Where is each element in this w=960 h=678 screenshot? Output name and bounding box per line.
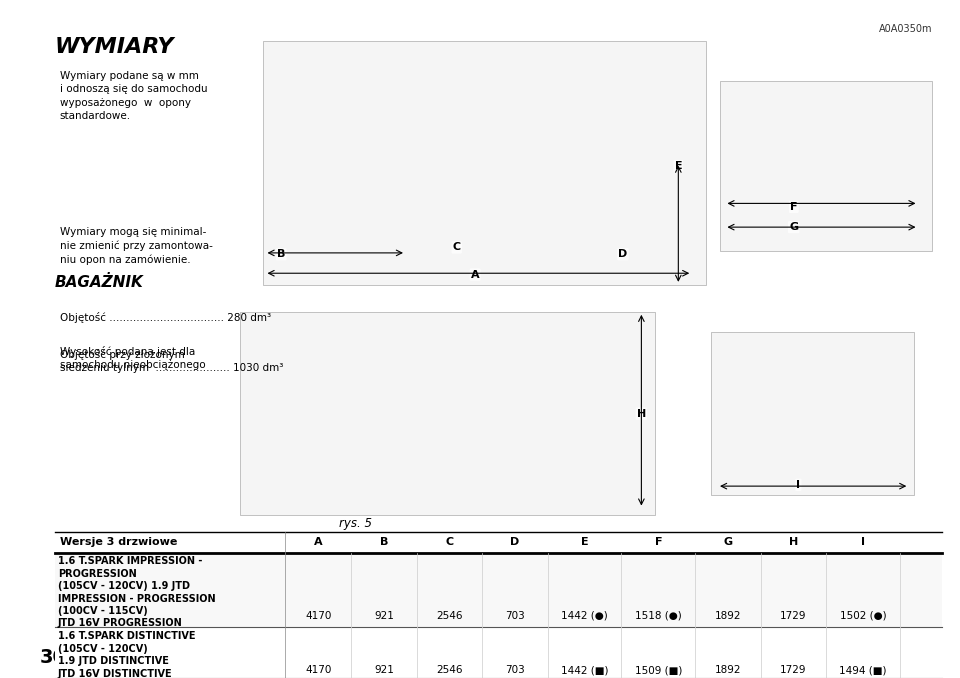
Text: C: C [452,243,461,252]
Text: E: E [581,538,588,547]
Bar [55,627,942,678]
Text: JTD 16V PROGRESSION: JTD 16V PROGRESSION [58,618,182,629]
Bar [720,81,932,251]
Text: 921: 921 [374,665,394,675]
Text: 921: 921 [374,611,394,621]
Text: PROGRESSION: PROGRESSION [58,569,136,579]
Text: 1494 (■): 1494 (■) [839,665,887,675]
Text: 4170: 4170 [305,611,331,621]
Text: G: G [789,222,799,232]
Text: G: G [723,538,732,547]
Bar [55,553,942,627]
Text: 1729: 1729 [780,665,806,675]
Text: C: C [445,538,453,547]
Text: 1892: 1892 [714,665,741,675]
Text: D: D [511,538,519,547]
Text: Wersje 3 drzwiowe: Wersje 3 drzwiowe [60,538,177,547]
Text: rys. 5: rys. 5 [339,517,372,530]
Text: Objętość .................................. 280 dm³: Objętość ...............................… [60,312,271,323]
Bar [55,532,942,553]
Text: 1.9 JTD DISTINCTIVE: 1.9 JTD DISTINCTIVE [58,656,169,666]
Text: WYMIARY: WYMIARY [55,37,175,57]
Text: 1518 (●): 1518 (●) [635,611,682,621]
Text: 2546: 2546 [436,665,463,675]
Text: (105CV - 120CV) 1.9 JTD: (105CV - 120CV) 1.9 JTD [58,581,190,591]
Text: 1.6 T.SPARK DISTINCTIVE: 1.6 T.SPARK DISTINCTIVE [58,631,195,641]
Text: 1502 (●): 1502 (●) [840,611,886,621]
Text: H: H [636,409,646,418]
Text: A0A0350m: A0A0350m [878,24,932,34]
Text: 1509 (■): 1509 (■) [635,665,682,675]
Text: B: B [277,250,285,259]
Text: A: A [470,270,479,279]
Text: A: A [314,538,323,547]
Text: (105CV - 120CV): (105CV - 120CV) [58,644,148,654]
Text: B: B [380,538,388,547]
Text: D: D [618,250,628,259]
Text: Wysokość podana jest dla
samochodu nieobciążonego: Wysokość podana jest dla samochodu nieob… [60,346,205,370]
Text: F: F [790,202,798,212]
Text: IMPRESSION - PROGRESSION: IMPRESSION - PROGRESSION [58,593,215,603]
Bar [263,41,706,285]
Text: F: F [655,538,662,547]
Text: 703: 703 [505,611,525,621]
Text: Wymiary podane są w mm
i odnoszą się do samochodu
wyposażonego  w  opony
standar: Wymiary podane są w mm i odnoszą się do … [60,71,207,121]
Text: 1442 (●): 1442 (●) [562,611,608,621]
Text: 1442 (■): 1442 (■) [561,665,609,675]
Text: I: I [797,480,801,490]
Text: 1892: 1892 [714,611,741,621]
Text: 308: 308 [39,648,80,667]
Bar [710,332,914,495]
Text: Wymiary mogą się minimal-
nie zmienić przy zamontowa-
niu opon na zamówienie.: Wymiary mogą się minimal- nie zmienić pr… [60,227,212,265]
Text: DANE TECHNICZNE: DANE TECHNICZNE [11,283,20,395]
Text: 1.6 T.SPARK IMPRESSION -: 1.6 T.SPARK IMPRESSION - [58,556,203,566]
Text: H: H [789,538,798,547]
Text: 2546: 2546 [436,611,463,621]
Bar [240,312,656,515]
Text: 4170: 4170 [305,665,331,675]
Text: JTD 16V DISTINCTIVE: JTD 16V DISTINCTIVE [58,669,173,678]
Text: (100CV - 115CV): (100CV - 115CV) [58,606,148,616]
Text: I: I [861,538,865,547]
Text: E: E [675,161,683,171]
Text: BAGAŻNIK: BAGAŻNIK [55,275,144,290]
Text: 703: 703 [505,665,525,675]
Text: 1729: 1729 [780,611,806,621]
Text: Objętość przy złożonym
siedzeniu tylnym  ...................... 1030 dm³: Objętość przy złożonym siedzeniu tylnym … [60,349,283,373]
